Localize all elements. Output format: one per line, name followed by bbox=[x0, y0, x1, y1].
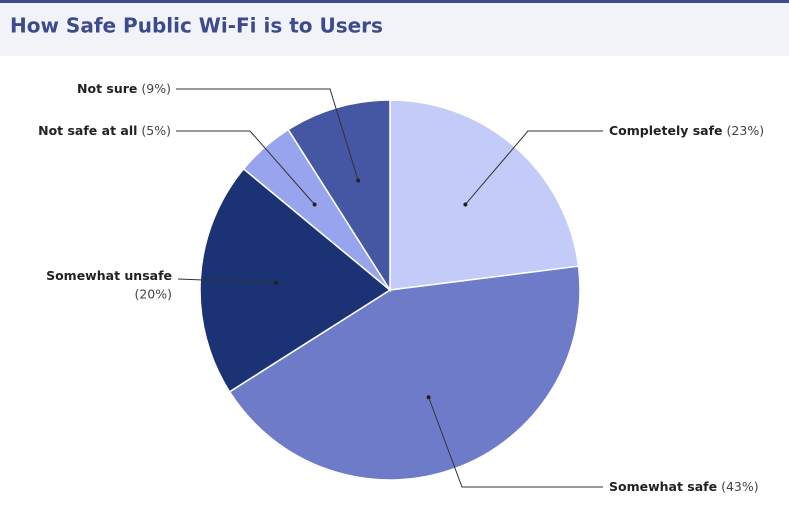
slice-label: Somewhat unsafe bbox=[46, 268, 172, 283]
slice-name: Not sure bbox=[77, 81, 137, 96]
leader-line bbox=[176, 88, 359, 181]
slice-label: Completely safe (23%) bbox=[609, 123, 764, 138]
header-border bbox=[0, 0, 789, 3]
slice-name: Somewhat safe bbox=[609, 479, 717, 494]
pie-slice bbox=[228, 265, 581, 481]
slice-name: Somewhat unsafe bbox=[46, 268, 172, 283]
header-band bbox=[0, 0, 789, 56]
slice-label: Not safe at all (5%) bbox=[38, 123, 171, 138]
leader-line bbox=[428, 397, 603, 488]
leader-line bbox=[465, 130, 603, 205]
leader-dot bbox=[426, 395, 431, 400]
leader-line bbox=[177, 278, 277, 284]
leader-dot bbox=[312, 202, 317, 207]
pie-slice bbox=[287, 99, 391, 293]
chart-title: How Safe Public Wi-Fi is to Users bbox=[10, 14, 383, 38]
slice-label: Not sure (9%) bbox=[77, 81, 171, 96]
leader-line bbox=[176, 130, 315, 205]
slice-value: (23%) bbox=[727, 123, 765, 138]
leader-dot bbox=[274, 280, 279, 285]
leader-dot bbox=[356, 178, 361, 183]
slice-value: (5%) bbox=[141, 123, 171, 138]
leader-dot bbox=[463, 202, 468, 207]
slice-value: (9%) bbox=[141, 81, 171, 96]
slice-value: (20%) bbox=[134, 287, 172, 302]
slice-label: Somewhat safe (43%) bbox=[609, 479, 759, 494]
pie-slice bbox=[199, 167, 392, 393]
slice-value: (43%) bbox=[721, 479, 759, 494]
slice-name: Completely safe bbox=[609, 123, 723, 138]
slice-name: Not safe at all bbox=[38, 123, 137, 138]
pie-slice bbox=[389, 99, 580, 291]
